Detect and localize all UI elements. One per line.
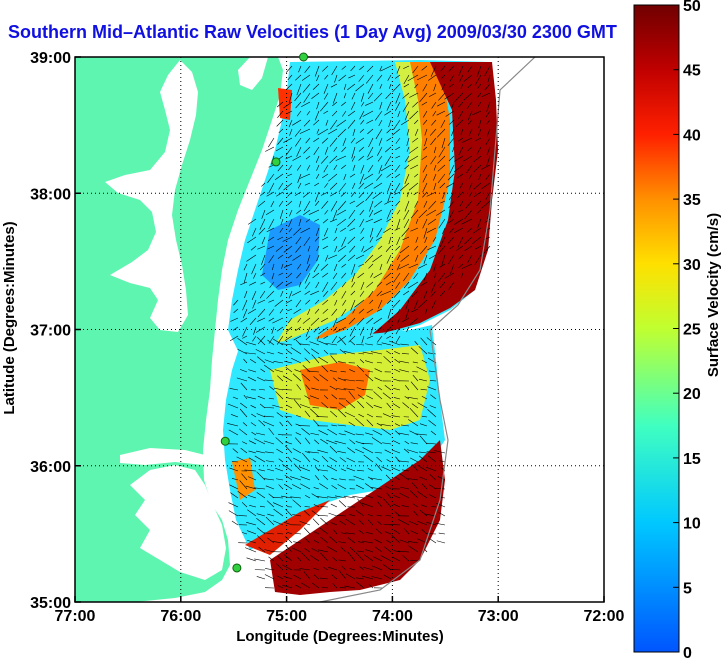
radar-site-marker <box>220 436 230 446</box>
radar-sites <box>220 52 309 573</box>
colorbar-tick-label: 45 <box>683 63 701 80</box>
colorbar-tick-label: 10 <box>683 516 701 533</box>
velocity-red-edge-south <box>245 500 330 555</box>
velocity-fast-south <box>270 440 445 595</box>
radar-site-marker <box>232 563 242 573</box>
x-tick-label: 75:00 <box>266 608 307 625</box>
y-axis-ticks: 39:00 38:00 37:00 36:00 35:00 <box>30 50 81 612</box>
radar-site-marker <box>271 157 281 167</box>
velocity-vectors <box>226 65 491 589</box>
chesapeake-bay <box>105 60 198 332</box>
y-tick-label: 36:00 <box>30 459 71 476</box>
x-tick-label: 74:00 <box>372 608 413 625</box>
colorbar-tick-label: 20 <box>683 386 701 403</box>
radar-site-marker <box>299 52 309 62</box>
y-tick-label: 38:00 <box>30 186 71 203</box>
x-tick-label: 77:00 <box>55 608 96 625</box>
colorbar-tick-label: 0 <box>683 645 692 659</box>
colorbar-tick-label: 50 <box>683 0 701 15</box>
colorbar <box>633 4 680 653</box>
x-tick-label: 76:00 <box>160 608 201 625</box>
velocity-fast-north <box>370 62 498 336</box>
delaware-bay <box>238 57 268 90</box>
shelf-contour <box>319 57 536 602</box>
y-axis-label: Latitude (Degrees:Minutes) <box>1 221 18 414</box>
colorbar-tick-label: 35 <box>683 192 701 209</box>
y-tick-label: 39:00 <box>30 50 71 67</box>
velocity-core-slow <box>262 215 320 290</box>
y-tick-label: 37:00 <box>30 323 71 340</box>
colorbar-tick-label: 25 <box>683 322 701 339</box>
colorbar-tick-label: 15 <box>683 451 701 468</box>
x-axis-ticks: 77:00 76:00 75:00 74:00 73:00 72:00 <box>55 596 625 625</box>
colorbar-tick-label: 5 <box>683 580 692 597</box>
x-tick-label: 73:00 <box>478 608 519 625</box>
velocity-band-orange-south <box>300 362 370 410</box>
x-axis-label: Longitude (Degrees:Minutes) <box>236 628 444 645</box>
map-title: Southern Mid–Atlantic Raw Velocities (1 … <box>8 22 617 42</box>
x-tick-label: 72:00 <box>584 608 625 625</box>
pamlico-sound <box>130 465 226 580</box>
velocity-spot-orange <box>232 458 255 500</box>
grid-lines <box>75 57 604 602</box>
velocity-spot-red <box>278 88 292 120</box>
y-tick-label: 35:00 <box>30 595 71 612</box>
colorbar-tick-label: 30 <box>683 257 701 274</box>
colorbar-label: Surface Velocity (cm/s) <box>705 213 722 377</box>
colorbar-tick-label: 40 <box>683 127 701 144</box>
velocity-band-orange <box>310 62 450 342</box>
albemarle-sound <box>120 448 205 465</box>
